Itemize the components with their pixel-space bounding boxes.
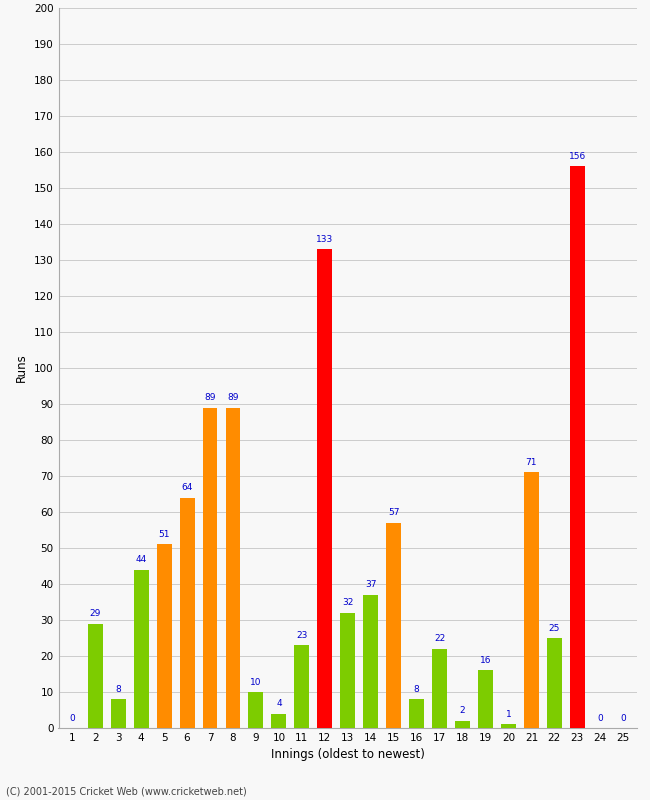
Text: 29: 29 — [90, 610, 101, 618]
Text: 0: 0 — [620, 714, 626, 722]
Text: 4: 4 — [276, 699, 281, 708]
Bar — [88, 624, 103, 728]
Text: 71: 71 — [526, 458, 537, 467]
Bar — [134, 570, 149, 728]
X-axis label: Innings (oldest to newest): Innings (oldest to newest) — [271, 749, 424, 762]
Bar — [501, 725, 516, 728]
Text: 8: 8 — [414, 685, 419, 694]
Text: 2: 2 — [460, 706, 465, 715]
Text: 156: 156 — [569, 152, 586, 161]
Text: 22: 22 — [434, 634, 445, 643]
Bar — [570, 166, 585, 728]
Bar — [157, 545, 172, 728]
Bar — [272, 714, 287, 728]
Text: (C) 2001-2015 Cricket Web (www.cricketweb.net): (C) 2001-2015 Cricket Web (www.cricketwe… — [6, 786, 247, 796]
Bar — [341, 613, 355, 728]
Text: 133: 133 — [316, 235, 333, 244]
Bar — [203, 408, 218, 728]
Bar — [294, 645, 309, 728]
Text: 64: 64 — [181, 483, 193, 492]
Text: 16: 16 — [480, 656, 491, 665]
Bar — [248, 692, 263, 728]
Bar — [111, 699, 125, 728]
Text: 10: 10 — [250, 678, 262, 686]
Bar — [363, 595, 378, 728]
Text: 37: 37 — [365, 581, 376, 590]
Bar — [455, 721, 470, 728]
Text: 57: 57 — [388, 509, 399, 518]
Bar — [547, 638, 562, 728]
Bar — [386, 523, 401, 728]
Text: 32: 32 — [342, 598, 354, 607]
Bar — [409, 699, 424, 728]
Text: 25: 25 — [549, 624, 560, 633]
Bar — [524, 472, 539, 728]
Text: 89: 89 — [204, 394, 216, 402]
Text: 44: 44 — [135, 555, 147, 564]
Text: 0: 0 — [597, 714, 603, 722]
Bar — [317, 250, 332, 728]
Text: 51: 51 — [159, 530, 170, 539]
Text: 89: 89 — [227, 394, 239, 402]
Text: 8: 8 — [115, 685, 121, 694]
Text: 1: 1 — [506, 710, 512, 719]
Bar — [432, 649, 447, 728]
Text: 23: 23 — [296, 630, 307, 640]
Bar — [226, 408, 240, 728]
Text: 0: 0 — [70, 714, 75, 722]
Bar — [478, 670, 493, 728]
Bar — [179, 498, 194, 728]
Y-axis label: Runs: Runs — [16, 354, 29, 382]
